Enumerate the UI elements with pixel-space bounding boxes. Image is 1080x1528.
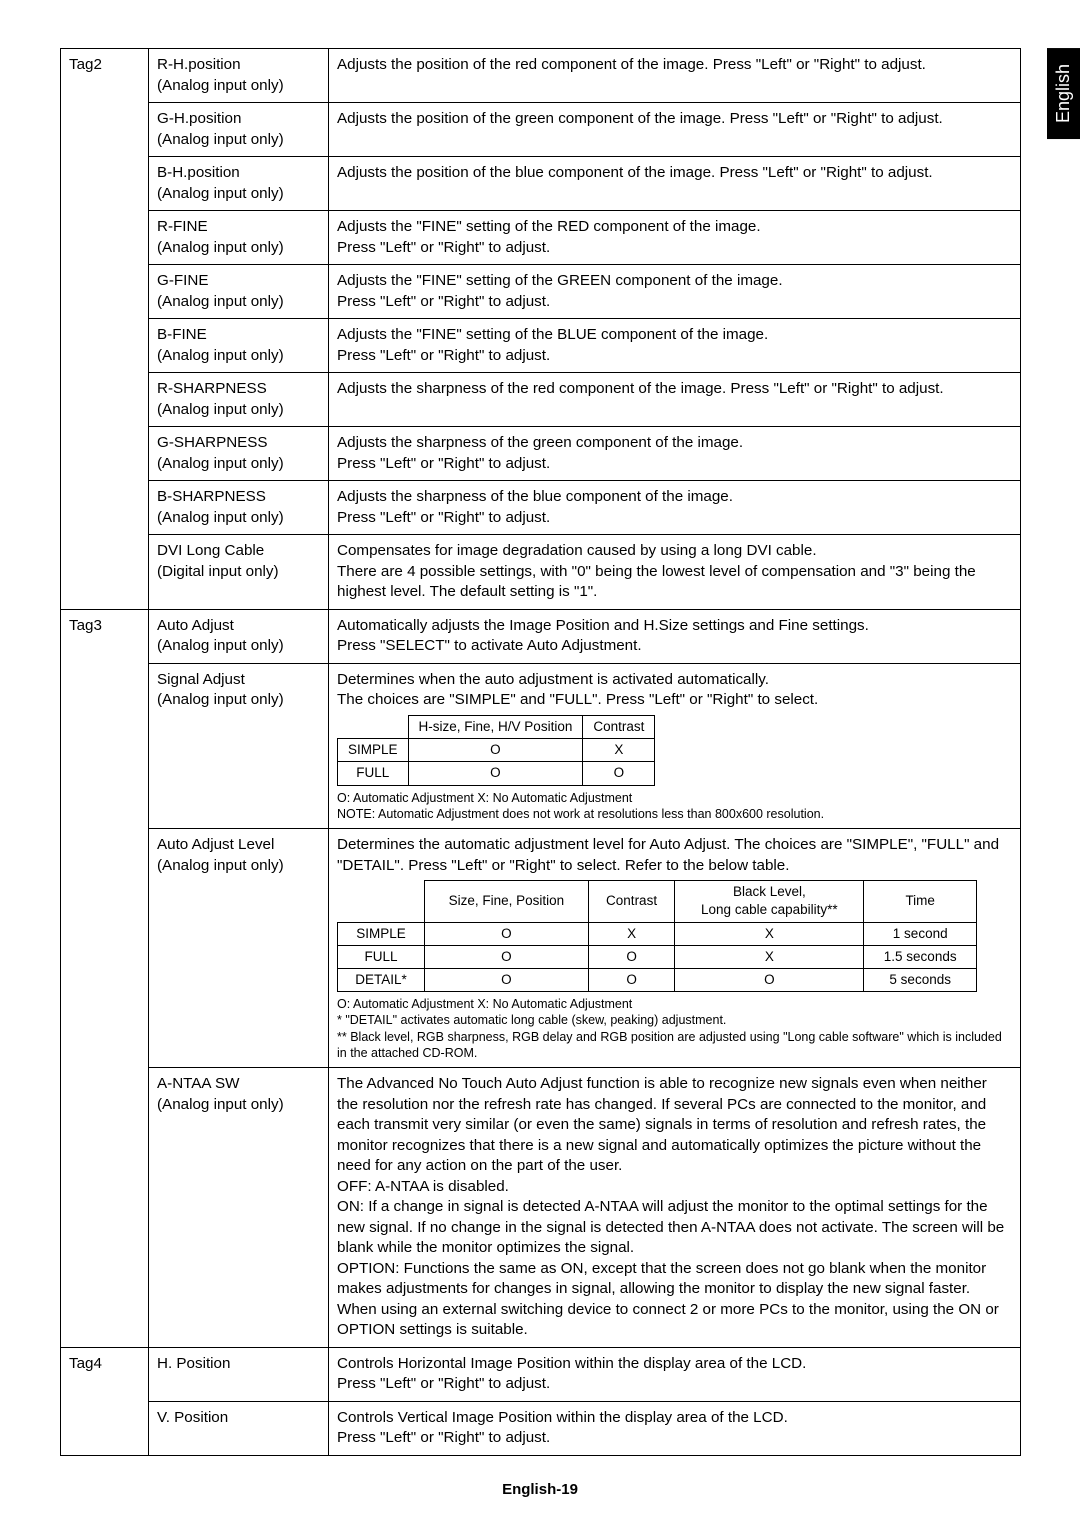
setting-description: Adjusts the position of the blue compone… [329,157,1021,211]
setting-description: Adjusts the position of the green compon… [329,103,1021,157]
setting-label: R-H.position(Analog input only) [149,49,329,103]
setting-description: Controls Horizontal Image Position withi… [329,1347,1021,1401]
setting-description: Adjusts the "FINE" setting of the BLUE c… [329,319,1021,373]
setting-label: DVI Long Cable(Digital input only) [149,535,329,610]
setting-label: B-FINE(Analog input only) [149,319,329,373]
setting-label: V. Position [149,1401,329,1455]
setting-description: Adjusts the "FINE" setting of the RED co… [329,211,1021,265]
setting-description: Automatically adjusts the Image Position… [329,609,1021,663]
setting-label: G-FINE(Analog input only) [149,265,329,319]
setting-description: The Advanced No Touch Auto Adjust functi… [329,1068,1021,1348]
setting-label: G-SHARPNESS(Analog input only) [149,427,329,481]
setting-label: Auto Adjust(Analog input only) [149,609,329,663]
setting-label: H. Position [149,1347,329,1401]
page-footer: English-19 [0,1481,1080,1498]
page: English Tag2R-H.position(Analog input on… [0,0,1080,1528]
settings-table: Tag2R-H.position(Analog input only)Adjus… [60,48,1021,1456]
setting-label: B-SHARPNESS(Analog input only) [149,481,329,535]
setting-description: Determines the automatic adjustment leve… [329,829,1021,1068]
setting-description: Adjusts the sharpness of the green compo… [329,427,1021,481]
setting-label: Signal Adjust(Analog input only) [149,663,329,828]
tag-cell: Tag3 [61,609,149,1347]
setting-description: Adjusts the "FINE" setting of the GREEN … [329,265,1021,319]
setting-label: Auto Adjust Level(Analog input only) [149,829,329,1068]
tag-cell: Tag2 [61,49,149,610]
tag-cell: Tag4 [61,1347,149,1455]
setting-label: G-H.position(Analog input only) [149,103,329,157]
setting-label: B-H.position(Analog input only) [149,157,329,211]
setting-description: Determines when the auto adjustment is a… [329,663,1021,828]
setting-label: A-NTAA SW(Analog input only) [149,1068,329,1348]
inner-table: Size, Fine, PositionContrastBlack Level,… [337,880,977,992]
setting-description: Controls Vertical Image Position within … [329,1401,1021,1455]
setting-description: Adjusts the sharpness of the blue compon… [329,481,1021,535]
setting-label: R-SHARPNESS(Analog input only) [149,373,329,427]
setting-description: Compensates for image degradation caused… [329,535,1021,610]
setting-description: Adjusts the sharpness of the red compone… [329,373,1021,427]
setting-description: Adjusts the position of the red componen… [329,49,1021,103]
setting-label: R-FINE(Analog input only) [149,211,329,265]
language-tab: English [1047,48,1080,139]
inner-table: H-size, Fine, H/V PositionContrastSIMPLE… [337,715,655,786]
